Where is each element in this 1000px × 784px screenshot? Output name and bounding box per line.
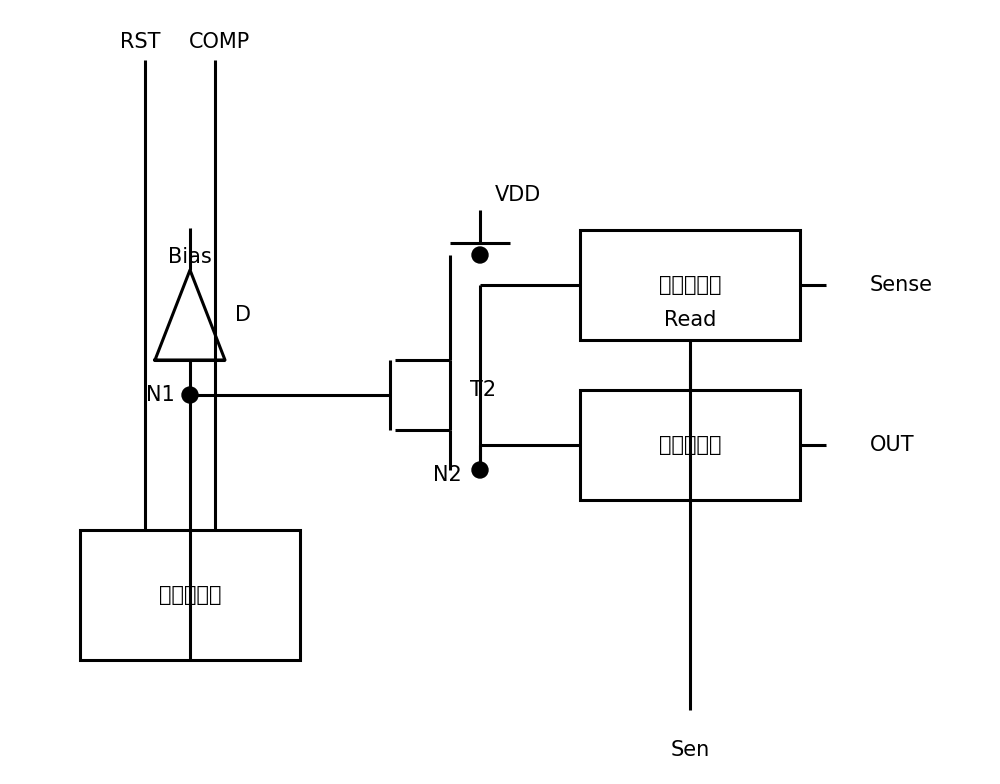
Text: Bias: Bias [168, 247, 212, 267]
Text: VDD: VDD [495, 185, 541, 205]
Text: RST: RST [120, 32, 160, 52]
Text: D: D [235, 305, 251, 325]
Circle shape [182, 387, 198, 403]
Text: Read: Read [664, 310, 716, 330]
Bar [580, 390, 800, 500]
Text: N2: N2 [433, 465, 462, 485]
Text: OUT: OUT [870, 435, 915, 455]
Text: T2: T2 [470, 380, 496, 400]
Text: 读取子电路: 读取子电路 [659, 435, 721, 455]
Circle shape [178, 203, 202, 227]
Bar [580, 230, 800, 340]
Text: Sen: Sen [670, 740, 710, 760]
Circle shape [472, 462, 488, 478]
Text: 感测子电路: 感测子电路 [659, 275, 721, 295]
Text: Sense: Sense [870, 275, 933, 295]
Circle shape [828, 273, 852, 297]
Text: COMP: COMP [189, 32, 251, 52]
Bar [80, 530, 300, 660]
Circle shape [828, 433, 852, 457]
Text: 复位子电路: 复位子电路 [159, 585, 221, 605]
Circle shape [472, 247, 488, 263]
Text: N1: N1 [146, 385, 175, 405]
